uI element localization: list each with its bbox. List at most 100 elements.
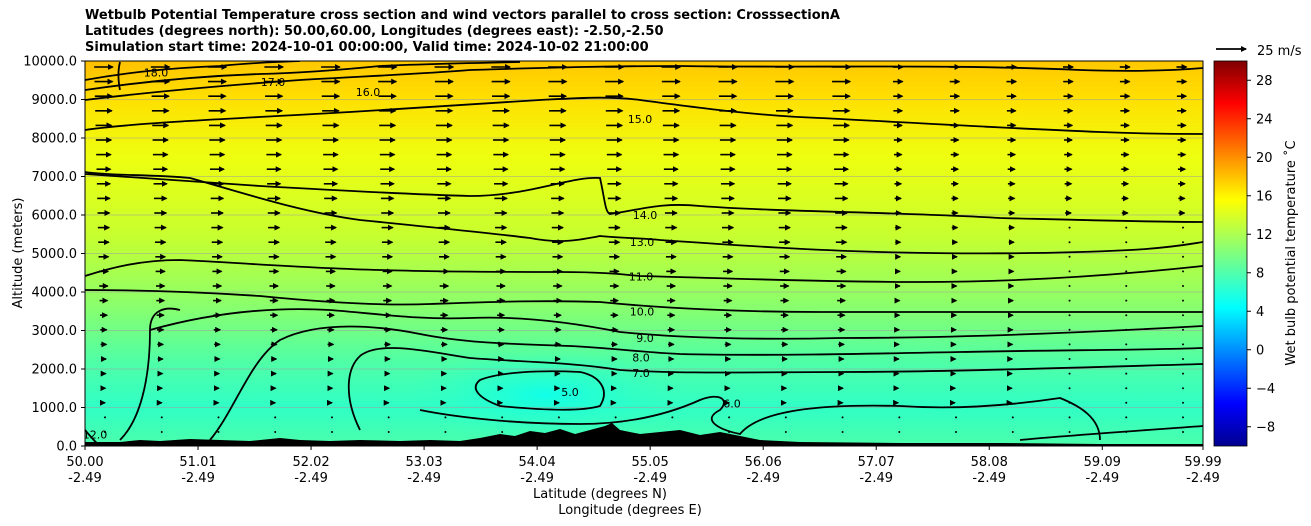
x-tick-label-lon: -2.49 xyxy=(407,471,441,486)
wind-vector xyxy=(784,416,787,419)
y-tick-label: 8000.0 xyxy=(32,132,78,147)
wind-vector xyxy=(1125,358,1128,360)
x-tick-label-lat: 52.02 xyxy=(292,455,329,470)
wind-vector xyxy=(1125,299,1128,302)
contour-label: 12.0 xyxy=(83,428,108,441)
x-tick-label-lon: -2.49 xyxy=(859,471,893,486)
wind-vector xyxy=(1182,416,1184,419)
wind-vector xyxy=(1182,358,1184,360)
y-tick-label: 2000.0 xyxy=(32,363,78,378)
wind-vector xyxy=(1182,401,1184,404)
wind-vector xyxy=(1068,241,1071,244)
contour-label: 17.0 xyxy=(261,76,286,89)
contour-14 xyxy=(85,173,1203,223)
colorbar-gradient xyxy=(1214,61,1247,446)
contour-label: 5.0 xyxy=(561,386,579,399)
contour-label: 8.0 xyxy=(632,351,650,364)
wind-vector xyxy=(1068,270,1071,273)
wind-vector xyxy=(955,431,958,433)
wind-vector xyxy=(557,416,560,419)
contour-label: 9.0 xyxy=(636,332,654,345)
wind-vector xyxy=(104,416,106,419)
x-tick-label-lat: 51.01 xyxy=(179,455,216,470)
wind-vector xyxy=(1182,299,1184,302)
x-axis-label-latitude: Latitude (degrees N) xyxy=(533,487,667,502)
contour-18 xyxy=(85,61,301,81)
contour-label: 10.0 xyxy=(630,305,655,318)
wind-vector xyxy=(1068,387,1071,390)
x-tick-label-lat: 59.99 xyxy=(1184,455,1221,470)
x-tick-label-lon: -2.49 xyxy=(520,471,554,486)
x-tick-label-lat: 54.04 xyxy=(519,455,556,470)
contour-13 xyxy=(85,171,1203,255)
wind-vector xyxy=(1125,343,1128,346)
y-tick-label: 7000.0 xyxy=(32,170,78,185)
wind-vector xyxy=(1182,372,1184,375)
contour-15 xyxy=(85,96,1203,135)
x-tick-label-lon: -2.49 xyxy=(972,471,1006,486)
chart-title-line-2: Latitudes (degrees north): 50.00,60.00, … xyxy=(85,24,664,39)
chart-title-line-1: Wetbulb Potential Temperature cross sect… xyxy=(85,8,840,23)
y-tick-label: 0.0 xyxy=(56,440,77,455)
x-tick-label-lat: 55.05 xyxy=(632,455,669,470)
contour-16 xyxy=(85,65,1203,101)
wind-vector xyxy=(104,431,106,433)
wind-vector xyxy=(444,431,447,433)
wind-vector xyxy=(955,416,958,419)
y-tick-label: 5000.0 xyxy=(32,247,78,262)
wind-vector xyxy=(1125,255,1128,258)
wind-vector xyxy=(1125,285,1128,287)
colorbar-tick-label: 8 xyxy=(1256,266,1264,281)
wind-key-label: 25 m/s xyxy=(1257,44,1302,59)
wind-vector xyxy=(1068,431,1071,433)
colorbar-tick-label: 20 xyxy=(1256,151,1273,166)
wind-vector xyxy=(614,416,617,419)
x-tick-label-lon: -2.49 xyxy=(294,471,328,486)
wind-vector xyxy=(1125,416,1128,419)
colorbar-tick-label: 28 xyxy=(1256,74,1273,89)
wind-vector xyxy=(274,431,277,433)
y-axis-label: Altitude (meters) xyxy=(11,198,26,309)
x-tick-label-lon: -2.49 xyxy=(746,471,780,486)
colorbar-tick-label: 0 xyxy=(1256,343,1264,358)
wind-vector xyxy=(1182,328,1184,331)
x-axis: 50.00-2.4951.01-2.4952.02-2.4953.03-2.49… xyxy=(66,446,1222,486)
contour-label: 7.0 xyxy=(632,367,650,380)
wind-vector xyxy=(501,431,504,433)
wind-vector xyxy=(387,431,390,433)
colorbar-tick-label: 24 xyxy=(1256,112,1273,127)
wind-vector xyxy=(1182,431,1184,433)
wind-vector xyxy=(1182,241,1184,244)
contour-10 xyxy=(85,289,1203,313)
wind-vector xyxy=(728,416,731,419)
wind-vector xyxy=(501,416,504,419)
contour-label: 14.0 xyxy=(633,209,658,222)
wind-vector xyxy=(841,416,844,419)
x-tick-label-lat: 50.00 xyxy=(66,455,103,470)
wind-vector xyxy=(1068,343,1071,346)
x-tick-label-lon: -2.49 xyxy=(1085,471,1119,486)
contour-label: 13.0 xyxy=(630,236,655,249)
wind-vector xyxy=(1125,387,1128,390)
x-tick-label-lon: -2.49 xyxy=(633,471,667,486)
contour-lines xyxy=(85,61,1203,446)
plot-area: 18.0 17.0 16.0 15.0 14.0 13.0 11.0 10.0 9.0 8.0 7.… xyxy=(83,61,1203,446)
colorbar-label: Wet bulb potential temperature ˚C xyxy=(1283,140,1299,365)
contour-label: 18.0 xyxy=(144,67,169,80)
wind-vector xyxy=(387,416,390,419)
wind-vector xyxy=(330,416,333,419)
wind-vector xyxy=(160,431,163,433)
x-tick-label-lat: 58.08 xyxy=(971,455,1008,470)
wind-vector xyxy=(160,416,163,419)
wind-vector xyxy=(217,431,220,433)
contour-label: 11.0 xyxy=(629,271,654,284)
wind-vector xyxy=(1182,343,1184,346)
wind-vector xyxy=(1125,372,1128,375)
wind-vector xyxy=(1011,416,1014,419)
wind-vector xyxy=(1068,416,1071,419)
colorbar-tick-label: −8 xyxy=(1256,420,1275,435)
contour-5 xyxy=(474,370,605,411)
wind-key: 25 m/s xyxy=(1216,44,1302,59)
terrain xyxy=(85,423,1203,446)
